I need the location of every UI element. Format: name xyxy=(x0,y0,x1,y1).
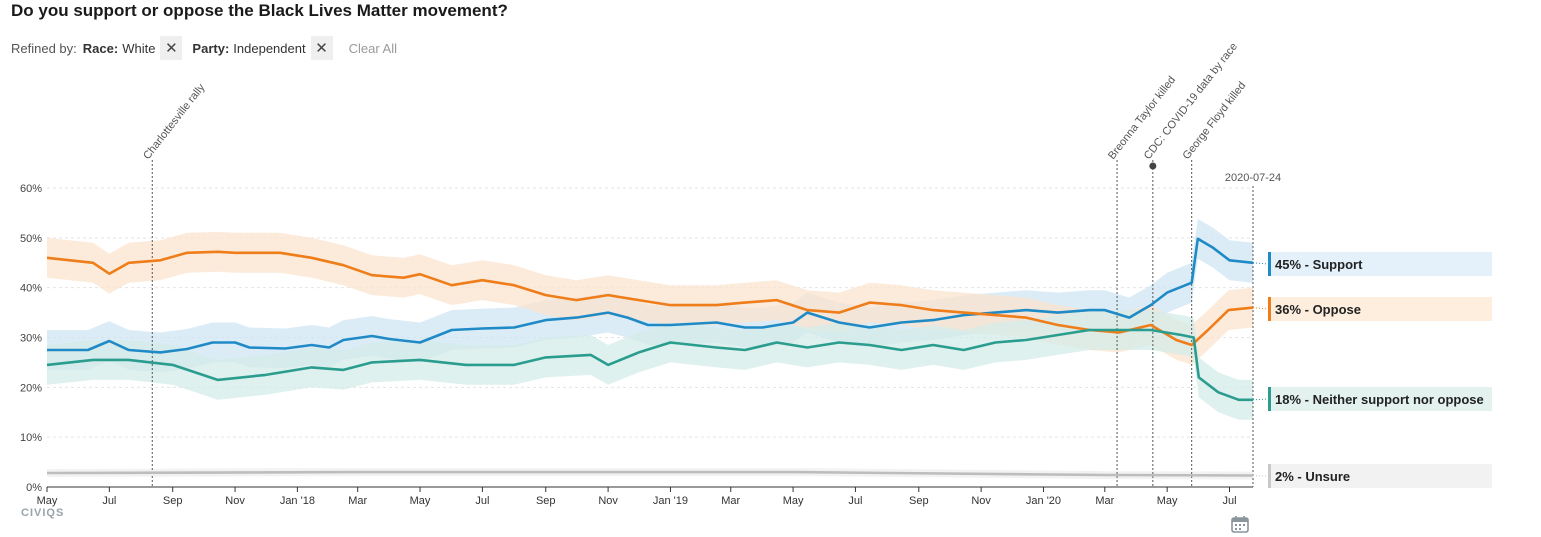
x-tick-label: Nov xyxy=(225,495,245,507)
calendar-icon[interactable] xyxy=(1231,515,1249,533)
series-end-label: 36% - Oppose xyxy=(1275,302,1361,317)
event-marker xyxy=(1149,163,1156,170)
series-label-marker xyxy=(1268,252,1271,276)
chart: 0% 10% 20% 30% 40% 50% 60% May Jul Sep Nov Jan '18 M… xyxy=(0,0,1541,537)
civiqs-logo: CIVIQS xyxy=(21,507,64,519)
x-tick-label: Sep xyxy=(536,495,556,507)
series-end-label: 2% - Unsure xyxy=(1275,469,1350,484)
x-tick-label: Jan '20 xyxy=(1026,495,1061,507)
x-tick-label: Mar xyxy=(721,495,740,507)
x-tick-label: Jul xyxy=(102,495,116,507)
x-tick-label: Jan '19 xyxy=(653,495,688,507)
x-tick-label: Jul xyxy=(848,495,862,507)
series-label-marker xyxy=(1268,297,1271,321)
x-tick-label: Nov xyxy=(598,495,618,507)
x-tick-label: Mar xyxy=(348,495,367,507)
event-label: Breonna Taylor killed xyxy=(1106,74,1178,162)
x-tick-label: May xyxy=(1157,495,1178,507)
series-end-label: 18% - Neither support nor oppose xyxy=(1275,392,1484,407)
x-tick-label: Jul xyxy=(1222,495,1236,507)
y-tick-label: 10% xyxy=(20,432,42,444)
series-label-marker xyxy=(1268,387,1271,411)
series-end-label: 45% - Support xyxy=(1275,257,1363,272)
x-tick-label: Sep xyxy=(163,495,183,507)
x-tick-label: May xyxy=(410,495,431,507)
x-tick-label: Nov xyxy=(971,495,991,507)
label-connector xyxy=(1253,263,1268,264)
y-tick-label: 40% xyxy=(20,283,42,295)
label-connector xyxy=(1253,308,1268,309)
x-tick-label: Mar xyxy=(1095,495,1114,507)
x-tick-label: May xyxy=(37,495,58,507)
y-tick-label: 50% xyxy=(20,233,42,245)
y-tick-label: 30% xyxy=(20,333,42,345)
x-tick-label: May xyxy=(783,495,804,507)
y-tick-label: 0% xyxy=(26,482,42,494)
event-label: Charlottesville rally xyxy=(141,81,208,162)
x-tick-label: Jan '18 xyxy=(280,495,315,507)
x-tick-label: Jul xyxy=(475,495,489,507)
y-tick-label: 20% xyxy=(20,382,42,394)
date-marker-label: 2020-07-24 xyxy=(1225,172,1281,184)
y-tick-label: 60% xyxy=(20,183,42,195)
label-connector xyxy=(1253,399,1268,400)
series-label-marker xyxy=(1268,464,1271,488)
x-tick-label: Sep xyxy=(909,495,929,507)
